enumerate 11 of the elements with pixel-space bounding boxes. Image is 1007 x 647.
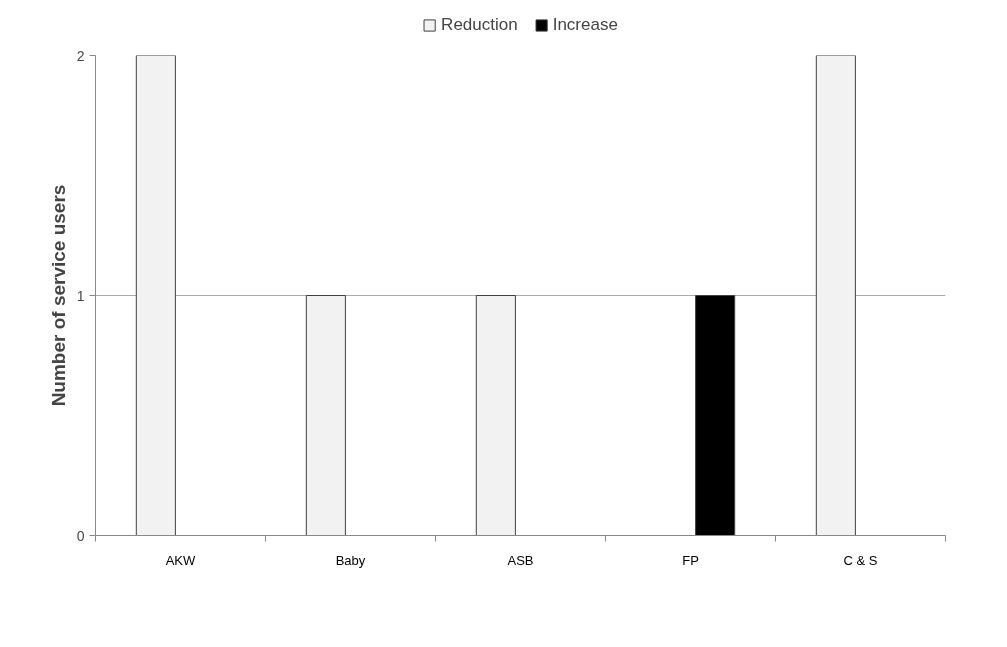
x-tick-label: ASB (507, 552, 534, 568)
y-tick-label: 0 (76, 527, 85, 544)
x-tick-label: Baby (335, 552, 366, 568)
y-tick-label: 1 (76, 287, 85, 304)
x-tick-label: AKW (165, 552, 197, 568)
legend-label: Reduction (441, 15, 518, 35)
x-tick-label: C & S (843, 552, 878, 568)
legend-label: Increase (552, 15, 618, 35)
y-tick-label: 2 (76, 47, 85, 64)
x-tick-label: FP (682, 552, 699, 568)
y-axis-title: Number of service users (47, 184, 69, 407)
